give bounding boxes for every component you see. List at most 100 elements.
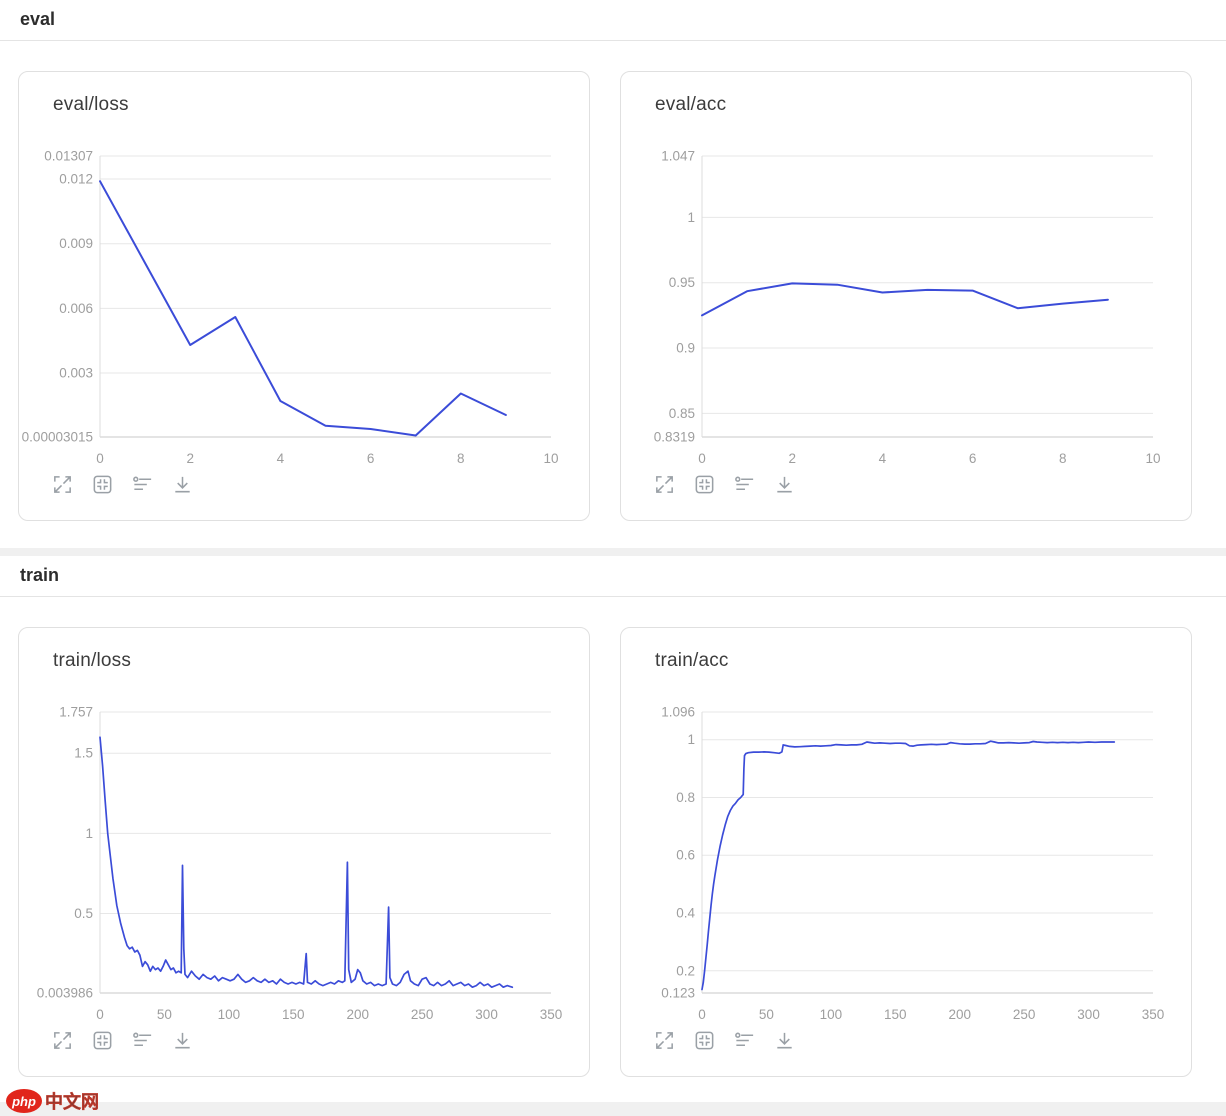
tune-button[interactable]: [731, 471, 758, 498]
svg-text:0: 0: [96, 451, 104, 466]
svg-text:0.95: 0.95: [669, 275, 695, 290]
svg-text:150: 150: [884, 1007, 907, 1022]
svg-text:1: 1: [687, 210, 695, 225]
expand-button[interactable]: [651, 1027, 678, 1054]
collapse-icon: [695, 475, 714, 494]
svg-text:2: 2: [788, 451, 796, 466]
expand-button[interactable]: [49, 471, 76, 498]
expand-icon: [54, 476, 71, 493]
collapse-icon: [93, 475, 112, 494]
expand-icon: [54, 1032, 71, 1049]
svg-text:1.757: 1.757: [59, 705, 93, 720]
download-icon: [777, 476, 792, 493]
download-icon: [175, 476, 190, 493]
svg-text:0.6: 0.6: [676, 848, 695, 863]
tune-button[interactable]: [731, 1027, 758, 1054]
svg-text:200: 200: [948, 1007, 971, 1022]
svg-text:8: 8: [457, 451, 465, 466]
svg-text:0.4: 0.4: [676, 906, 695, 921]
svg-text:1.096: 1.096: [661, 705, 695, 720]
section-separator: [0, 548, 1226, 556]
svg-text:4: 4: [277, 451, 285, 466]
chart-card-train-loss: 1.757 1.5 1 0.5 0.003986 0 50 100 150 200 250 300 35…: [18, 627, 590, 1077]
chart-title: eval/loss: [53, 94, 129, 115]
collapse-button[interactable]: [89, 471, 116, 498]
svg-text:0.012: 0.012: [59, 172, 93, 187]
svg-text:6: 6: [969, 451, 977, 466]
svg-text:1.047: 1.047: [661, 149, 695, 164]
svg-text:100: 100: [218, 1007, 241, 1022]
chart-toolbar: [49, 471, 196, 498]
svg-text:250: 250: [1013, 1007, 1036, 1022]
collapse-button[interactable]: [691, 471, 718, 498]
svg-text:10: 10: [543, 451, 558, 466]
svg-text:0.006: 0.006: [59, 301, 93, 316]
download-icon: [175, 1032, 190, 1049]
chart-toolbar: [651, 1027, 798, 1054]
chart-toolbar: [49, 1027, 196, 1054]
tune-button[interactable]: [129, 1027, 156, 1054]
svg-text:0: 0: [96, 1007, 104, 1022]
svg-text:0.123: 0.123: [661, 986, 695, 1001]
svg-text:300: 300: [1077, 1007, 1100, 1022]
svg-text:2: 2: [186, 451, 194, 466]
svg-text:0.85: 0.85: [669, 406, 695, 421]
svg-text:4: 4: [879, 451, 887, 466]
php-watermark-logo: php 中文网: [6, 1088, 99, 1114]
svg-text:8: 8: [1059, 451, 1067, 466]
svg-text:0.003: 0.003: [59, 366, 93, 381]
download-button[interactable]: [169, 1027, 196, 1054]
download-button[interactable]: [771, 1027, 798, 1054]
tune-button[interactable]: [129, 471, 156, 498]
svg-text:0.00003015: 0.00003015: [22, 430, 93, 445]
svg-text:0.5: 0.5: [74, 906, 93, 921]
svg-text:10: 10: [1145, 451, 1160, 466]
expand-icon: [656, 476, 673, 493]
chart-title: eval/acc: [655, 94, 727, 115]
download-button[interactable]: [771, 471, 798, 498]
php-logo-badge: php: [6, 1089, 42, 1113]
svg-text:1: 1: [687, 732, 695, 747]
svg-text:50: 50: [157, 1007, 172, 1022]
svg-text:0.2: 0.2: [676, 963, 695, 978]
svg-text:300: 300: [475, 1007, 498, 1022]
chart-toolbar: [651, 471, 798, 498]
tune-icon: [735, 1032, 754, 1047]
svg-text:50: 50: [759, 1007, 774, 1022]
section-eval: eval 0.01307 0.012 0.009 0.006 0.003 0.000030…: [0, 0, 1226, 548]
section-eval-cards: 0.01307 0.012 0.009 0.006 0.003 0.00003015 0 2 4…: [0, 41, 1226, 548]
expand-button[interactable]: [651, 471, 678, 498]
svg-text:1: 1: [85, 826, 93, 841]
expand-button[interactable]: [49, 1027, 76, 1054]
svg-text:100: 100: [820, 1007, 843, 1022]
chart-card-eval-acc: 1.047 1 0.95 0.9 0.85 0.8319 0 2 4 6 8 10 eval/acc: [620, 71, 1192, 521]
chart-card-eval-loss: 0.01307 0.012 0.009 0.006 0.003 0.00003015 0 2 4…: [18, 71, 590, 521]
section-train: train 1.757 1.5 1 0.5 0.003986 0 50 100 150 200 25…: [0, 556, 1226, 1104]
svg-text:0.009: 0.009: [59, 236, 93, 251]
collapse-icon: [93, 1031, 112, 1050]
svg-text:250: 250: [411, 1007, 434, 1022]
svg-text:150: 150: [282, 1007, 305, 1022]
tune-icon: [133, 476, 152, 491]
collapse-button[interactable]: [691, 1027, 718, 1054]
svg-text:0.01307: 0.01307: [44, 149, 93, 164]
expand-icon: [656, 1032, 673, 1049]
svg-text:0.8: 0.8: [676, 790, 695, 805]
section-header-train: train: [0, 556, 1226, 597]
chart-title: train/loss: [53, 650, 132, 671]
svg-text:0.003986: 0.003986: [37, 986, 93, 1001]
svg-text:350: 350: [1142, 1007, 1165, 1022]
collapse-button[interactable]: [89, 1027, 116, 1054]
php-logo-text: 中文网: [45, 1092, 99, 1112]
section-train-cards: 1.757 1.5 1 0.5 0.003986 0 50 100 150 200 250 300 35…: [0, 597, 1226, 1104]
bottom-band: [0, 1102, 1226, 1116]
svg-text:0.8319: 0.8319: [654, 430, 695, 445]
download-icon: [777, 1032, 792, 1049]
svg-text:1.5: 1.5: [74, 746, 93, 761]
svg-text:0.9: 0.9: [676, 341, 695, 356]
download-button[interactable]: [169, 471, 196, 498]
